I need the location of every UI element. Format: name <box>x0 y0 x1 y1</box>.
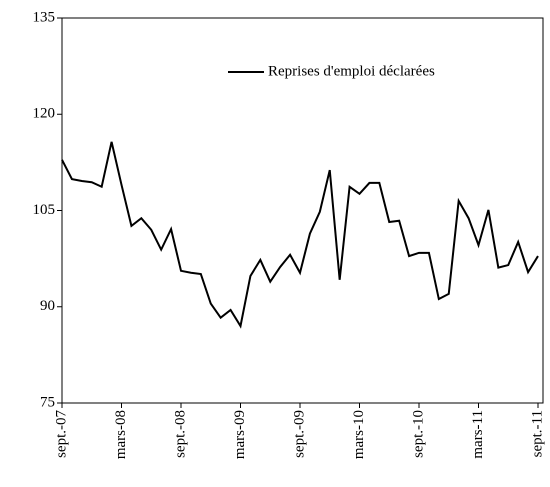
x-tick-label: sept.-10 <box>410 410 426 458</box>
x-tick-label: sept.-09 <box>291 410 307 458</box>
y-tick-label: 105 <box>33 202 56 218</box>
x-tick-label: mars-09 <box>232 410 248 459</box>
x-tick-label: sept.-11 <box>529 410 545 457</box>
y-tick-label: 135 <box>33 9 56 25</box>
x-tick-label: sept.-08 <box>172 410 188 458</box>
x-tick-label: mars-10 <box>351 410 367 459</box>
y-tick-label: 75 <box>40 394 55 410</box>
x-tick-label: mars-11 <box>470 410 486 459</box>
x-tick-label: mars-08 <box>113 410 129 459</box>
legend-label: Reprises d'emploi déclarées <box>268 63 435 79</box>
x-tick-label: sept.-07 <box>53 410 69 458</box>
line <box>61 141 539 329</box>
y-tick-label: 90 <box>40 298 55 314</box>
y-tick-label: 120 <box>33 106 56 122</box>
